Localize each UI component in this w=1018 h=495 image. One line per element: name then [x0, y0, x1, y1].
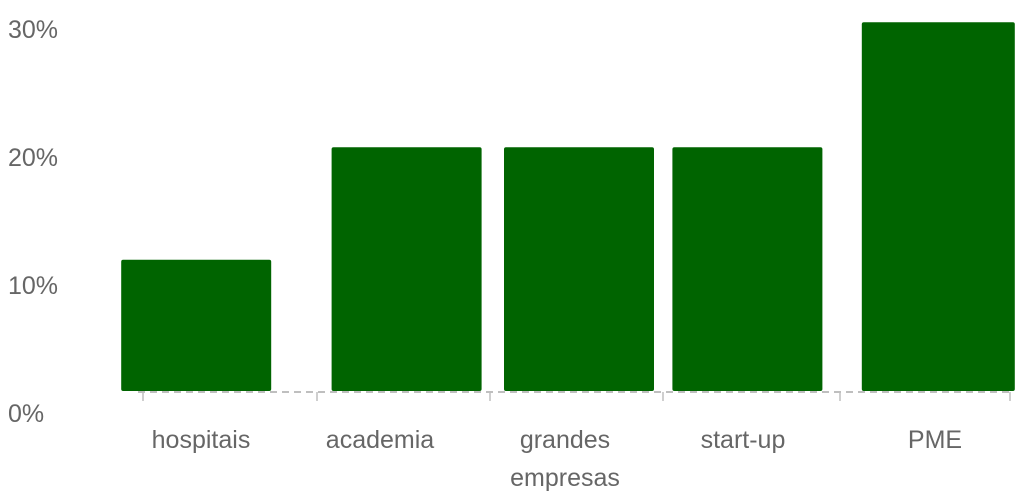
y-tick-label: 10% [8, 272, 58, 300]
x-tick-label-line: hospitais [152, 426, 251, 454]
y-tick-label: 30% [8, 16, 58, 44]
x-tick-label-line: empresas [510, 464, 620, 492]
x-tick-label: start-up [701, 426, 786, 454]
y-tick-label: 0% [8, 400, 44, 428]
bar-grandes-empresas [504, 147, 654, 391]
bar-hospitais [121, 259, 272, 391]
x-tick-label: PME [908, 426, 962, 454]
x-tick-label: hospitais [152, 426, 251, 454]
bar-pme [861, 22, 1015, 391]
y-axis: 0% 10% 20% 30% [8, 16, 58, 428]
x-tick-label-line: grandes [520, 426, 610, 454]
x-axis-baseline [138, 391, 1011, 401]
bar-academia [331, 147, 482, 391]
y-tick-label: 20% [8, 144, 58, 172]
bars-group [121, 22, 1015, 391]
x-tick-label-line: start-up [701, 426, 786, 454]
x-tick-label: academia [326, 426, 434, 454]
x-axis: hospitais academia grandes empresas start-up… [152, 426, 962, 492]
x-tick-label: grandes empresas [510, 426, 620, 492]
bar-start-up [672, 147, 823, 391]
x-tick-label-line: PME [908, 426, 962, 454]
x-tick-label-line: academia [326, 426, 434, 454]
